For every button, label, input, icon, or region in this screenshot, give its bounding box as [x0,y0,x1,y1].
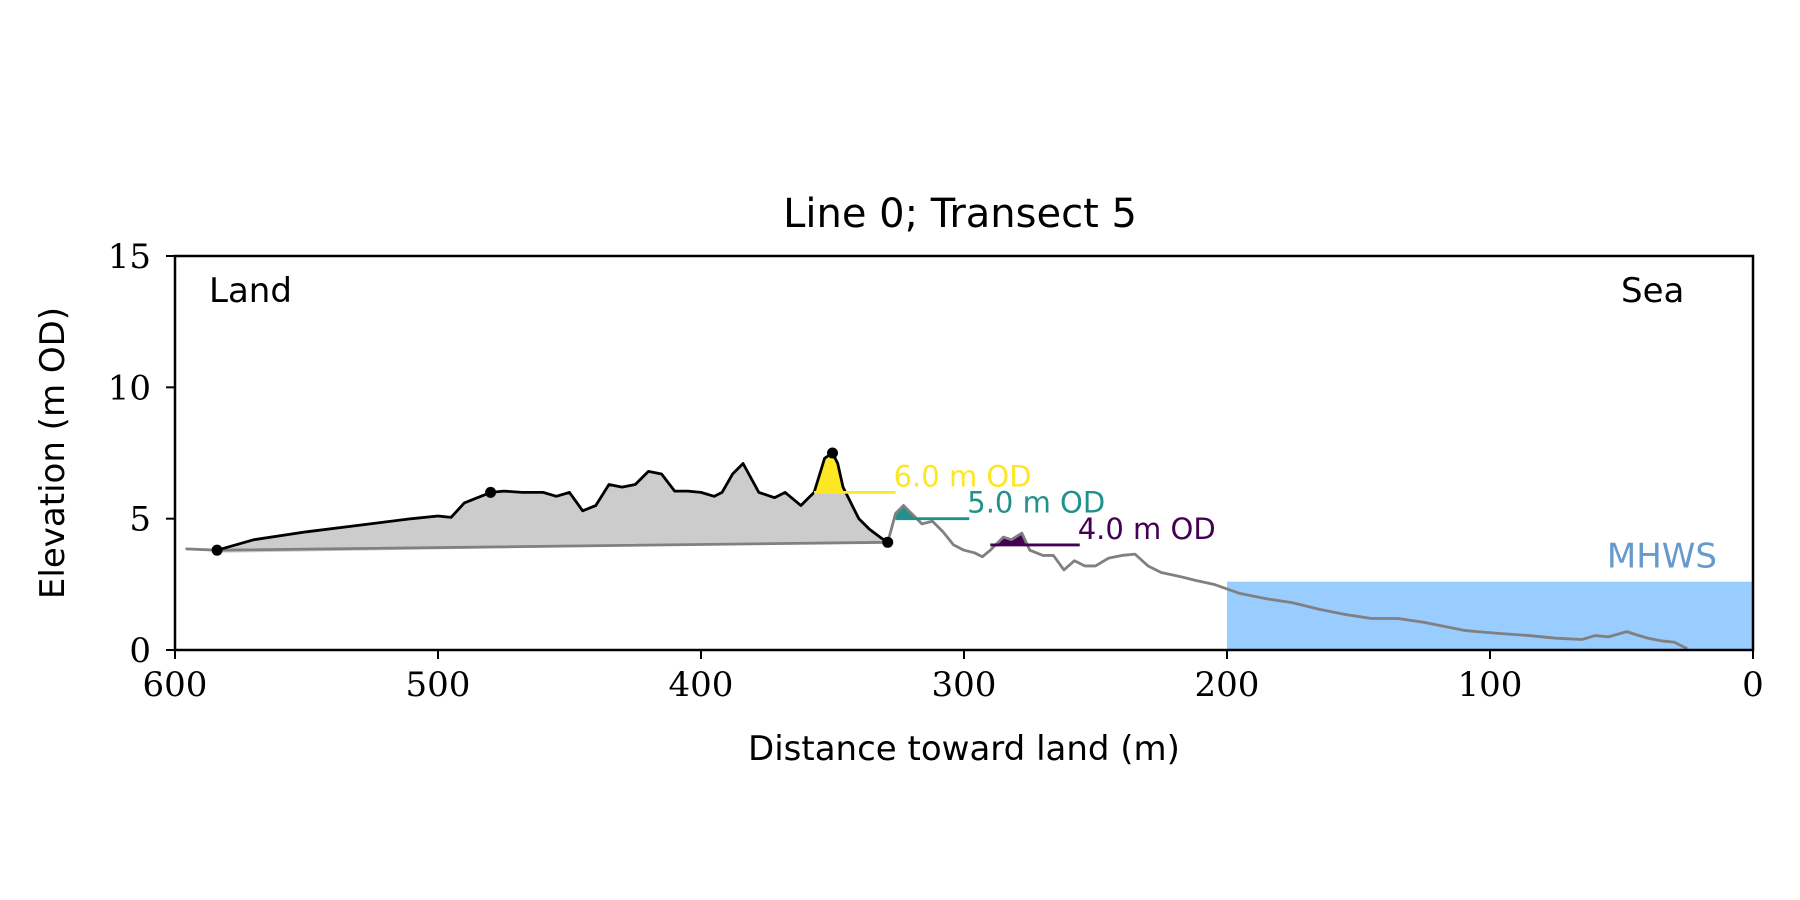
x-axis: 600 500 400 300 200 100 0 [143,650,1764,705]
y-tick-label: 15 [108,237,151,277]
x-tick-label: 0 [1742,665,1764,705]
profile-marker-1 [485,486,497,498]
y-tick-label: 10 [108,368,151,408]
chart-title: Line 0; Transect 5 [783,191,1137,237]
mhws-label: MHWS [1607,537,1717,577]
x-tick-label: 600 [143,665,208,705]
y-tick-label: 0 [129,631,151,671]
x-tick-label: 200 [1195,665,1260,705]
x-tick-label: 300 [932,665,997,705]
x-axis-label: Distance toward land (m) [748,729,1180,769]
threshold-label-2: 4.0 m OD [1078,512,1216,546]
profile-marker-2 [827,447,838,459]
x-tick-label: 100 [1458,665,1523,705]
land-label: Land [209,271,292,311]
outer-profile-line [185,504,1688,650]
x-tick-label: 500 [406,665,471,705]
threshold-label-1: 5.0 m OD [967,486,1105,520]
x-tick-label: 400 [669,665,734,705]
y-axis: 0 5 10 15 [108,237,175,671]
threshold-label-0: 6.0 m OD [894,459,1032,493]
plot-area: 6.0 m OD5.0 m OD4.0 m OD MHWS [185,447,1753,650]
dune-area [217,453,888,553]
profile-marker-0 [211,544,223,556]
mhws-area [1227,581,1753,650]
y-axis-label: Elevation (m OD) [33,307,73,599]
profile-marker-3 [882,536,894,548]
y-tick-label: 5 [129,500,151,540]
sea-label: Sea [1621,271,1684,311]
